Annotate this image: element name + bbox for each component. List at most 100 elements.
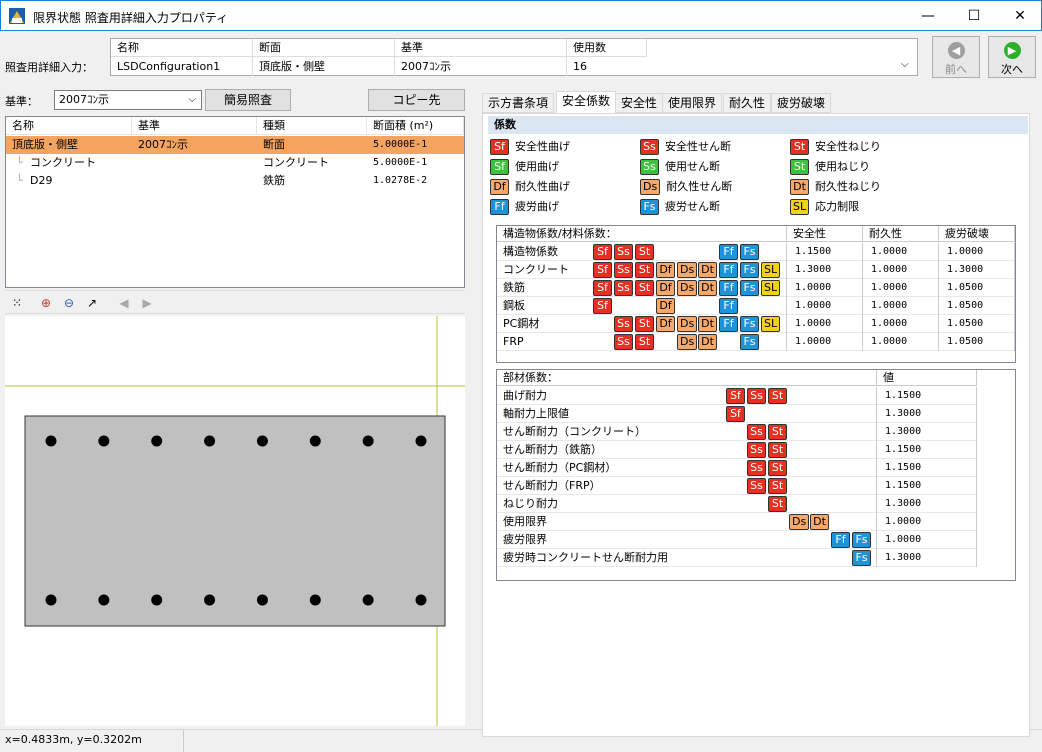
factor-value[interactable]: 1.1500	[877, 387, 977, 405]
factor-value[interactable]: 1.0000	[863, 261, 939, 279]
tree-row-kind: 鉄筋	[263, 174, 285, 187]
legend-label: 使用曲げ	[515, 160, 559, 173]
config-standard: 2007ｺﾝ示	[395, 57, 567, 76]
badge-ff: Ff	[719, 316, 738, 332]
factor-value[interactable]: 1.1500	[877, 441, 977, 459]
copy-to-button[interactable]: コピー先	[368, 89, 465, 111]
row-name: 曲げ耐力	[503, 389, 547, 402]
factor-value[interactable]: 1.0500	[939, 279, 1015, 297]
badge-sf: Sf	[726, 388, 745, 404]
factor-value[interactable]: 1.0500	[939, 297, 1015, 315]
factor-value[interactable]: 1.1500	[877, 477, 977, 495]
tree-row[interactable]: 頂底版・側壁 2007ｺﾝ示 断面 5.0000E-1	[6, 136, 464, 154]
factor-value[interactable]: 1.0000	[863, 297, 939, 315]
maximize-button[interactable]: ☐	[967, 8, 981, 24]
tab-4[interactable]: 耐久性	[723, 93, 772, 113]
factor-value[interactable]: 1.1500	[787, 243, 863, 261]
pan-arrow-icon[interactable]: ↗	[86, 296, 98, 310]
badge-st: St	[635, 262, 654, 278]
factor-value[interactable]: 1.0500	[939, 315, 1015, 333]
legend-item: Sf 使用曲げ	[490, 158, 559, 176]
factor-value[interactable]: 1.3000	[877, 495, 977, 513]
badge-df: Df	[656, 280, 675, 296]
kijun-select[interactable]: 2007ｺﾝ示 ⌵	[54, 90, 202, 110]
badge-ss: Ss	[614, 262, 633, 278]
zoom-out-icon[interactable]: ⊖	[63, 296, 75, 310]
factor-value[interactable]: 1.0000	[877, 531, 977, 549]
legend-label: 耐久性ねじり	[815, 180, 881, 193]
legend-item: Ff 疲労曲げ	[490, 198, 559, 216]
prev-button[interactable]: ◀ 前へ	[932, 36, 980, 78]
arrow-right-icon: ▶	[1003, 42, 1021, 59]
rebar-dot	[204, 435, 216, 447]
tree-row[interactable]: └ コンクリート コンクリート 5.0000E-1	[6, 154, 464, 172]
col-header-name: 名称	[111, 39, 253, 57]
badge-ff: Ff	[719, 262, 738, 278]
tree-row-name: 頂底版・側壁	[12, 138, 78, 151]
factor-value[interactable]: 1.0000	[787, 333, 863, 351]
factor-value[interactable]: 1.3000	[877, 423, 977, 441]
factor-value[interactable]: 1.0000	[863, 315, 939, 333]
factor-value[interactable]: 1.0500	[939, 333, 1015, 351]
rebar-dot	[98, 594, 110, 606]
rebar-dot	[151, 435, 163, 447]
section-drawing	[5, 316, 465, 726]
factor-value[interactable]: 1.0000	[863, 243, 939, 261]
legend-item: Ss 安全性せん断	[640, 138, 731, 156]
table-row: せん断耐力（FRP） Ss St 1.1500	[497, 477, 977, 495]
fit-view-icon[interactable]: ⁙	[11, 296, 23, 310]
tree-row-standard: 2007ｺﾝ示	[138, 138, 188, 151]
factor-value[interactable]: 1.0000	[863, 333, 939, 351]
table-row: 鋼板 Sf Df Ff 1.0000 1.0000 1.0500	[497, 297, 1015, 315]
factor-value[interactable]: 1.3000	[787, 261, 863, 279]
zoom-in-icon[interactable]: ⊕	[40, 296, 52, 310]
section-canvas[interactable]	[5, 316, 465, 726]
factor-value[interactable]: 1.0000	[787, 297, 863, 315]
row-name: 疲労時コンクリートせん断耐力用	[503, 551, 668, 564]
factor-value[interactable]: 1.0000	[787, 315, 863, 333]
tree-row-area: 5.0000E-1	[373, 157, 428, 168]
forward-icon[interactable]: ▶	[142, 296, 152, 310]
rebar-dot	[151, 594, 163, 606]
rebar-dot	[45, 594, 57, 606]
rebar-dot	[362, 435, 374, 447]
back-icon[interactable]: ◀	[119, 296, 129, 310]
tree-row[interactable]: └ D29 鉄筋 1.0278E-2	[6, 172, 464, 190]
app-icon	[9, 8, 25, 24]
row-badges: Sf Df Ff	[593, 297, 787, 315]
simple-check-button[interactable]: 簡易照査	[205, 89, 291, 111]
rebar-dot	[309, 594, 321, 606]
tab-5[interactable]: 疲労破壊	[771, 93, 832, 113]
factor-value[interactable]: 1.3000	[939, 261, 1015, 279]
badge-ds: Ds	[677, 316, 698, 332]
badge-ss: Ss	[640, 159, 659, 175]
factor-value[interactable]: 1.0000	[877, 513, 977, 531]
config-selector[interactable]: 名称 断面 基準 使用数 LSDConfiguration1 頂底版・側壁 20…	[110, 38, 918, 76]
badge-ss: Ss	[747, 424, 766, 440]
badge-st: St	[768, 478, 787, 494]
factor-value[interactable]: 1.0000	[863, 279, 939, 297]
next-button[interactable]: ▶ 次へ	[988, 36, 1036, 78]
row-name: 軸耐力上限値	[503, 407, 569, 420]
factor-value[interactable]: 1.0000	[939, 243, 1015, 261]
factor-value[interactable]: 1.0000	[787, 279, 863, 297]
tab-1[interactable]: 安全係数	[556, 91, 617, 113]
badge-ds: Ds	[677, 262, 698, 278]
badge-sl: SL	[761, 262, 781, 278]
row-badges: Sf Ss St Df Ds Dt Ff Fs SL	[593, 261, 787, 279]
minimize-button[interactable]: —	[921, 8, 935, 24]
factor-value[interactable]: 1.1500	[877, 459, 977, 477]
factor-value[interactable]: 1.3000	[877, 405, 977, 423]
tree-col-area: 断面積 (m²)	[367, 117, 464, 135]
tab-2[interactable]: 安全性	[615, 93, 664, 113]
badge-sf: Sf	[593, 262, 612, 278]
tab-3[interactable]: 使用限界	[662, 93, 723, 113]
tab-0[interactable]: 示方書条項	[482, 93, 555, 113]
badge-dt: Dt	[698, 262, 717, 278]
legend-label: 安全性せん断	[665, 140, 731, 153]
close-button[interactable]: ✕	[1014, 8, 1026, 24]
factor-value[interactable]: 1.3000	[877, 549, 977, 567]
badge-ds: Ds	[677, 280, 698, 296]
row-badges: Ss St Ds Dt Fs	[593, 333, 787, 351]
rebar-dot	[362, 594, 374, 606]
